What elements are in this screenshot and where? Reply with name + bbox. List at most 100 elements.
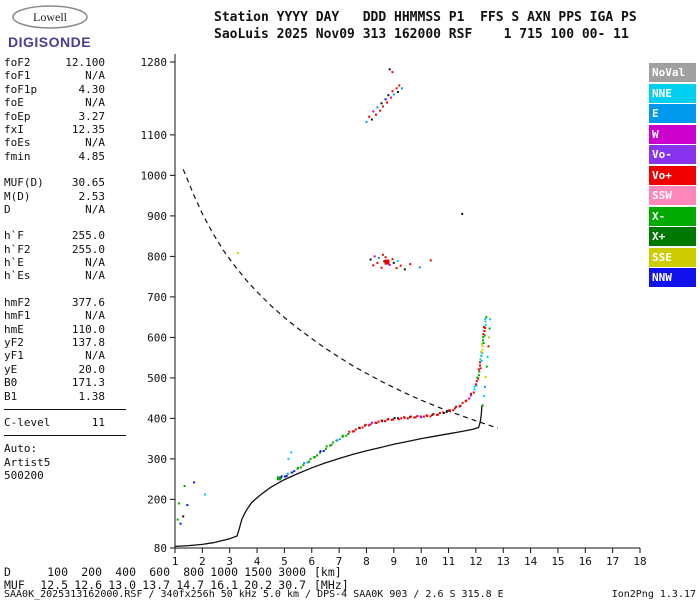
echo-point: [488, 327, 491, 330]
echo-point: [387, 94, 390, 97]
parameter-row: yE 20.0: [4, 363, 105, 376]
echo-point: [391, 258, 394, 261]
legend-item-sse: SSE: [649, 247, 696, 267]
echo-point: [482, 333, 485, 336]
x-tick-label: 7: [336, 555, 343, 568]
echo-point: [325, 445, 328, 448]
dmuf-table: D 100 200 400 600 800 1000 1500 3000 [km] MUF 12.5 1…: [4, 566, 349, 591]
echo-point: [329, 444, 332, 447]
echo-point: [395, 267, 398, 270]
parameter-row: Auto:: [4, 442, 105, 455]
muf-row-value: 16.1: [210, 577, 238, 592]
echo-point: [413, 416, 416, 419]
echo-point: [376, 106, 379, 109]
x-tick-label: 8: [363, 555, 370, 568]
echo-point: [480, 355, 483, 357]
echo-point: [461, 401, 464, 404]
x-tick-label: 16: [579, 555, 592, 568]
parameter-row: hmE 110.0: [4, 323, 105, 336]
echo-point: [176, 518, 179, 521]
parameter-label: B0: [4, 376, 18, 390]
echo-point: [375, 422, 378, 424]
footer-program-version: Ion2Png 1.3.17: [611, 589, 696, 600]
echo-point: [489, 318, 492, 321]
y-tick-label: 300: [147, 453, 167, 466]
echo-point: [347, 433, 350, 435]
echo-point: [391, 90, 394, 93]
echo-point: [183, 485, 186, 487]
parameter-row: fxI 12.35: [4, 123, 105, 136]
echo-point: [351, 430, 354, 433]
echo-point: [475, 384, 478, 387]
echo-point: [479, 358, 482, 361]
parameter-row: B0 171.3: [4, 376, 105, 389]
echo-point: [473, 385, 476, 388]
parameter-value: 4.85: [78, 149, 106, 163]
parameter-row: fmin 4.85: [4, 150, 105, 163]
echo-point: [354, 428, 357, 431]
echo-point: [479, 364, 481, 367]
echo-point: [483, 334, 486, 337]
echo-point: [358, 427, 361, 430]
parameter-value: 171.3: [71, 376, 105, 390]
echo-point: [336, 439, 339, 442]
echo-point: [403, 416, 406, 419]
echo-point: [392, 93, 395, 96]
echo-point: [391, 71, 394, 74]
echo-point: [390, 96, 393, 99]
lowell-logo-oval: Lowell: [12, 5, 88, 29]
echo-point: [332, 441, 335, 444]
parameter-label: foEs: [4, 136, 31, 150]
parameter-row: yF2 137.8: [4, 336, 105, 349]
parameter-row: hmF2 377.6: [4, 296, 105, 309]
parameter-value: 1.38: [78, 389, 106, 403]
d-row-unit: [km]: [314, 565, 342, 579]
d-row-label: D: [4, 565, 11, 579]
echo-point: [276, 476, 281, 481]
x-tick-label: 3: [226, 555, 233, 568]
y-tick-label: 1280: [141, 56, 168, 69]
echo-point: [479, 361, 481, 364]
echo-point: [484, 318, 487, 320]
parameter-value: 110.0: [71, 322, 105, 336]
parameter-label: h`Es: [4, 269, 31, 283]
echo-point: [481, 343, 483, 346]
echo-point: [287, 457, 290, 460]
parameter-value: 2.53: [78, 189, 106, 203]
legend-item-e: E: [649, 104, 696, 123]
echo-point: [345, 434, 348, 437]
parameter-label: M(D): [4, 189, 31, 203]
echo-point: [395, 87, 398, 90]
echo-point: [476, 376, 479, 379]
echo-point: [396, 91, 399, 93]
x-tick-label: 10: [415, 555, 428, 568]
echo-point: [364, 423, 367, 426]
echo-point: [384, 98, 387, 101]
echo-point: [403, 268, 406, 271]
parameter-row: foF1 N/A: [4, 69, 105, 82]
echo-point: [392, 261, 395, 264]
parameter-label: foF2: [4, 56, 31, 69]
legend-item-nne: NNE: [649, 83, 696, 103]
echo-point: [388, 263, 391, 266]
parameter-row: foF1p 4.30: [4, 83, 105, 96]
echo-point: [377, 257, 380, 259]
echo-point: [179, 522, 182, 525]
parameter-row: hmF1 N/A: [4, 309, 105, 322]
echo-point: [452, 409, 455, 412]
echo-point: [429, 259, 432, 262]
d-row-value: 1000: [210, 565, 238, 579]
muf-row-value: 20.2: [244, 577, 272, 592]
echo-point: [388, 68, 391, 71]
echo-point: [178, 502, 181, 505]
echo-point: [338, 438, 341, 441]
echo-point: [319, 450, 322, 453]
muf-row-value: 12.6: [74, 577, 102, 592]
echo-point: [478, 370, 481, 373]
echo-point: [236, 252, 239, 255]
x-tick-label: 15: [551, 555, 564, 568]
echo-point: [429, 415, 432, 418]
parameter-label: MUF(D): [4, 176, 44, 190]
parameter-row: C-level 11: [4, 416, 105, 429]
